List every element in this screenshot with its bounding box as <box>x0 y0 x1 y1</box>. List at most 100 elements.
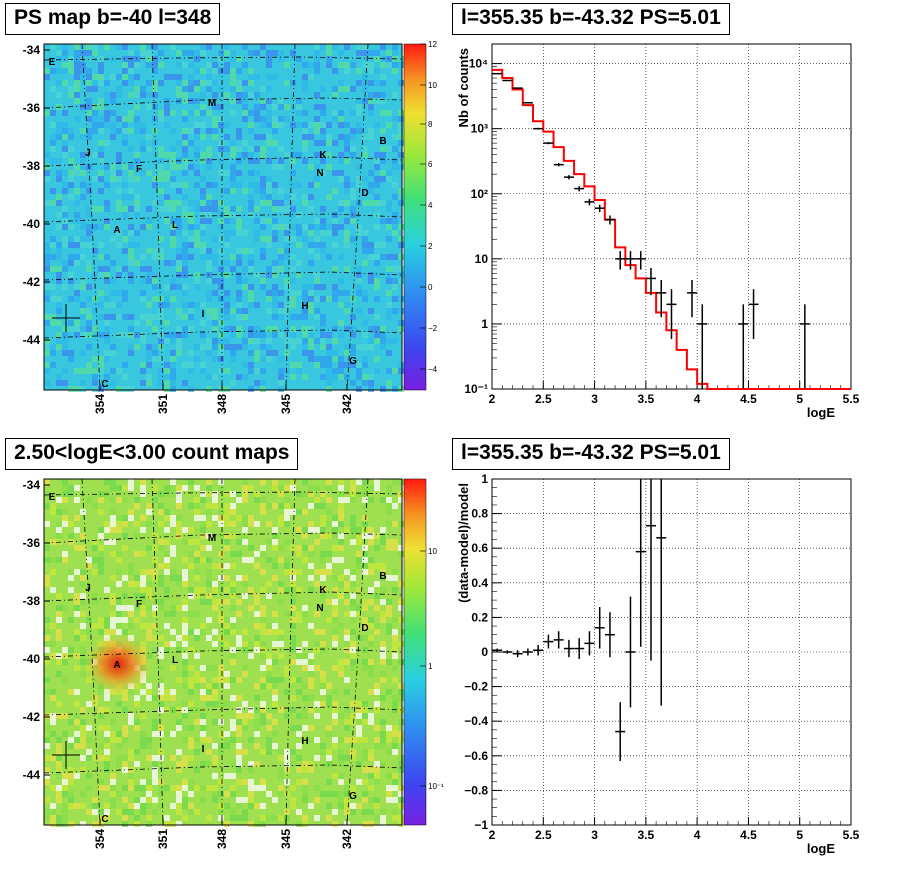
map-pixel <box>128 749 134 755</box>
map-pixel <box>44 545 50 551</box>
y-axis-label: Nb of counts <box>456 48 471 127</box>
map-pixel <box>122 731 128 737</box>
map-pixel <box>98 128 104 134</box>
map-pixel <box>182 332 188 338</box>
map-pixel <box>212 68 218 74</box>
map-pixel <box>74 332 80 338</box>
source-a-hotspot <box>84 634 152 694</box>
map-pixel <box>50 200 56 206</box>
map-pixel <box>140 362 146 368</box>
map-pixel <box>296 659 302 665</box>
map-pixel <box>260 503 266 509</box>
map-pixel <box>44 491 50 497</box>
map-pixel <box>110 593 116 599</box>
map-pixel <box>158 200 164 206</box>
map-pixel <box>224 641 230 647</box>
map-pixel <box>368 599 374 605</box>
map-pixel <box>380 671 386 677</box>
map-pixel <box>320 104 326 110</box>
map-pixel <box>338 755 344 761</box>
map-pixel <box>236 497 242 503</box>
map-pixel <box>344 593 350 599</box>
map-pixel <box>278 248 284 254</box>
map-pixel <box>338 671 344 677</box>
map-pixel <box>374 200 380 206</box>
map-pixel <box>122 629 128 635</box>
map-pixel <box>206 683 212 689</box>
map-pixel <box>326 791 332 797</box>
source-label: K <box>319 150 327 161</box>
map-pixel <box>362 515 368 521</box>
map-pixel <box>284 557 290 563</box>
map-pixel <box>152 809 158 815</box>
map-pixel <box>320 296 326 302</box>
map-pixel <box>368 533 374 539</box>
map-pixel <box>170 689 176 695</box>
map-pixel <box>290 803 296 809</box>
map-pixel <box>296 587 302 593</box>
map-pixel <box>338 479 344 485</box>
map-pixel <box>74 296 80 302</box>
map-pixel <box>278 146 284 152</box>
map-pixel <box>260 152 266 158</box>
map-pixel <box>242 308 248 314</box>
map-pixel <box>344 176 350 182</box>
map-pixel <box>224 212 230 218</box>
map-pixel <box>356 104 362 110</box>
map-pixel <box>134 86 140 92</box>
map-pixel <box>386 725 392 731</box>
map-pixel <box>80 68 86 74</box>
map-pixel <box>86 563 92 569</box>
map-pixel <box>200 557 206 563</box>
map-pixel <box>344 140 350 146</box>
map-pixel <box>350 533 356 539</box>
map-pixel <box>218 533 224 539</box>
latitude-tick-label: -38 <box>23 159 41 173</box>
map-pixel <box>338 575 344 581</box>
map-pixel <box>206 350 212 356</box>
map-pixel <box>290 647 296 653</box>
map-pixel <box>398 308 404 314</box>
data-point <box>604 215 615 225</box>
map-pixel <box>236 491 242 497</box>
map-pixel <box>116 521 122 527</box>
map-pixel <box>200 92 206 98</box>
map-pixel <box>104 350 110 356</box>
map-pixel <box>230 326 236 332</box>
map-pixel <box>62 224 68 230</box>
map-pixel <box>170 182 176 188</box>
map-pixel <box>122 815 128 821</box>
map-pixel <box>278 50 284 56</box>
map-pixel <box>344 599 350 605</box>
map-pixel <box>314 128 320 134</box>
map-pixel <box>248 200 254 206</box>
map-pixel <box>146 521 152 527</box>
latitude-line <box>43 56 403 61</box>
map-pixel <box>56 509 62 515</box>
map-pixel <box>116 74 122 80</box>
map-pixel <box>380 821 386 827</box>
map-pixel <box>74 485 80 491</box>
map-pixel <box>212 320 218 326</box>
residual-point <box>563 639 574 658</box>
map-pixel <box>356 50 362 56</box>
map-pixel <box>200 188 206 194</box>
map-pixel <box>200 194 206 200</box>
map-pixel <box>68 326 74 332</box>
map-pixel <box>278 98 284 104</box>
map-pixel <box>212 344 218 350</box>
map-pixel <box>86 116 92 122</box>
map-pixel <box>254 497 260 503</box>
map-pixel <box>128 146 134 152</box>
map-pixel <box>398 581 404 587</box>
map-pixel <box>98 527 104 533</box>
longitude-tick-label: 342 <box>340 394 354 414</box>
map-pixel <box>392 725 398 731</box>
map-pixel <box>314 539 320 545</box>
map-pixel <box>338 797 344 803</box>
map-pixel <box>182 260 188 266</box>
map-pixel <box>134 503 140 509</box>
map-pixel <box>224 344 230 350</box>
map-pixel <box>302 122 308 128</box>
map-pixel <box>278 599 284 605</box>
